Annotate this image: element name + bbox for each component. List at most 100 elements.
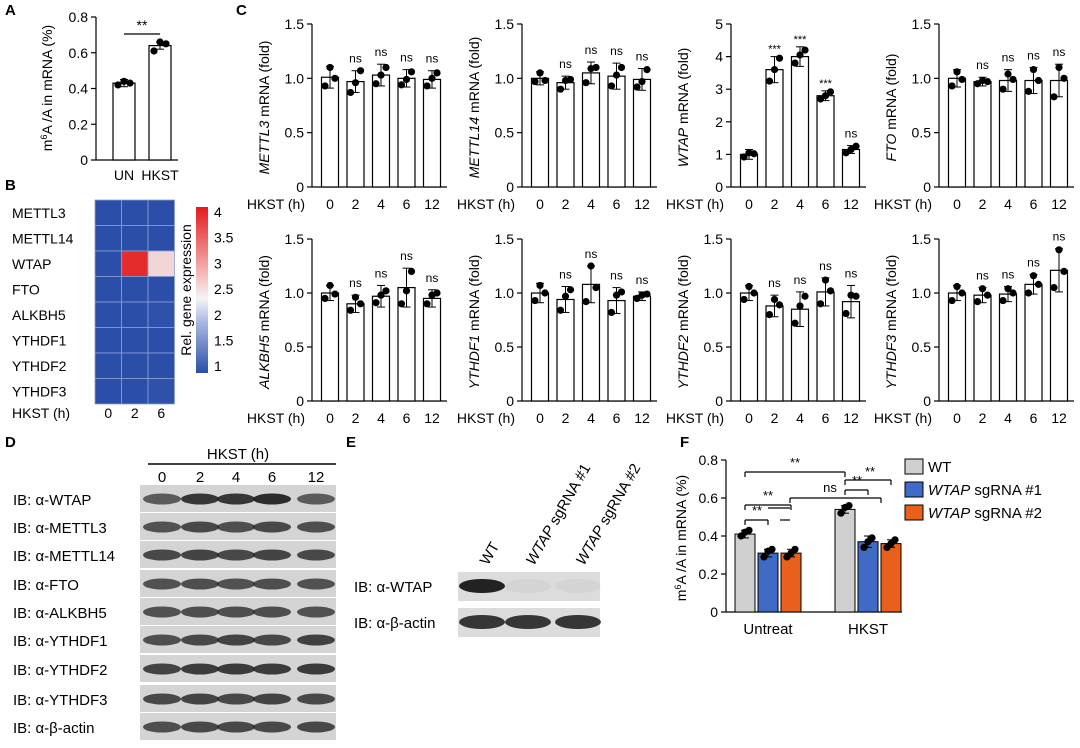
data-point bbox=[120, 77, 128, 85]
data-point bbox=[156, 38, 164, 46]
significance-label: ns bbox=[794, 273, 807, 287]
colorbar-tick-label: 3.5 bbox=[214, 230, 234, 246]
data-point bbox=[775, 301, 784, 309]
gene-label-mettl14: METTL14 bbox=[12, 231, 74, 247]
data-point bbox=[331, 290, 339, 298]
significance-label: ns bbox=[1027, 256, 1040, 270]
x-tick-label: 4 bbox=[587, 196, 595, 212]
y-tick-label: 1.0 bbox=[495, 70, 515, 86]
colorbar-tick-label: 4 bbox=[214, 204, 222, 220]
x-axis-label: HKST (h) bbox=[457, 410, 515, 426]
x-tick-label: 0 bbox=[745, 196, 753, 212]
ylabel-unit: mRNA (fold) bbox=[466, 255, 482, 335]
data-point bbox=[356, 300, 365, 308]
data-point bbox=[745, 526, 753, 534]
data-point bbox=[1060, 267, 1068, 275]
legend-name: WT bbox=[928, 459, 951, 476]
data-point bbox=[433, 289, 441, 297]
x-tick-label: 2 bbox=[771, 410, 779, 426]
data-point bbox=[541, 76, 549, 85]
ylabel-gene: METTL14 bbox=[466, 117, 482, 179]
x-axis-label: HKST (h) bbox=[247, 410, 305, 426]
legend-swatch bbox=[904, 481, 924, 498]
y-axis-label: YTHDF1 mRNA (fold) bbox=[466, 255, 482, 390]
data-point bbox=[326, 281, 334, 290]
data-point bbox=[531, 77, 539, 86]
blot-band bbox=[181, 578, 219, 590]
blot-band bbox=[253, 634, 291, 646]
y-tick-label: 0 bbox=[506, 393, 514, 409]
y-tick-label: 0.8 bbox=[699, 452, 719, 468]
ylabel-rest: A /A in mRNA (%) bbox=[39, 25, 55, 135]
data-point bbox=[377, 71, 385, 79]
ylabel-rest: A /A in mRNA (%) bbox=[673, 475, 689, 585]
y-tick-label: 1.5 bbox=[704, 231, 724, 247]
significance-label: ns bbox=[845, 127, 858, 141]
blot-band bbox=[297, 549, 335, 561]
bar bbox=[947, 77, 967, 188]
legend-swatch bbox=[904, 458, 924, 475]
bar bbox=[530, 292, 550, 402]
y-tick-label: 4 bbox=[715, 49, 723, 65]
data-point bbox=[983, 291, 992, 299]
significance-label: ns bbox=[400, 51, 413, 65]
ylabel-sup: 6 bbox=[673, 585, 683, 590]
blot-band bbox=[253, 521, 291, 533]
bar bbox=[112, 82, 136, 161]
x-tick-label: 6 bbox=[613, 410, 621, 426]
x-tick-label: 0 bbox=[104, 405, 112, 421]
ylabel-unit: mRNA (fold) bbox=[466, 37, 482, 117]
x-tick-label: 6 bbox=[822, 196, 830, 212]
significance-label: ns bbox=[349, 52, 362, 66]
y-tick-label: 0.5 bbox=[285, 339, 305, 355]
x-tick-label: 6 bbox=[403, 410, 411, 426]
x-tick-label: 4 bbox=[1004, 410, 1012, 426]
bar bbox=[880, 543, 902, 613]
heatmap-cell bbox=[121, 276, 149, 303]
blot-band bbox=[217, 693, 255, 705]
y-tick-label: 0 bbox=[506, 179, 514, 195]
ylabel-gene: YTHDF3 bbox=[883, 335, 899, 390]
data-point bbox=[953, 68, 961, 76]
x-tick-label: 4 bbox=[377, 196, 385, 212]
blot-band bbox=[217, 663, 255, 675]
significance-label: *** bbox=[768, 44, 782, 56]
significance-label: ns bbox=[426, 271, 439, 285]
x-tick-label: UN bbox=[114, 167, 134, 183]
data-point bbox=[999, 296, 1007, 305]
bar bbox=[1024, 283, 1043, 402]
y-tick-label: 1.0 bbox=[285, 70, 305, 86]
blot-label: IB: α-METTL14 bbox=[13, 548, 115, 565]
x-tick-label: 6 bbox=[1030, 410, 1038, 426]
y-axis-label: YTHDF2 mRNA (fold) bbox=[675, 255, 691, 390]
data-point bbox=[1050, 93, 1058, 101]
blot-band bbox=[297, 493, 335, 505]
chart-c-mettl14: 0 0.5 1.0 1.5 METTL14 mRNA (fold) 0 ns 2 ns 4 ns 6 n… bbox=[457, 16, 657, 212]
data-point bbox=[740, 153, 748, 161]
heatmap-cell bbox=[94, 250, 122, 277]
ylabel-gene: WTAP bbox=[675, 127, 691, 167]
blot-band bbox=[505, 579, 551, 593]
blot-band bbox=[181, 606, 219, 618]
chart-c-ythdf3: 0 0.5 1.0 1.5 YTHDF3 mRNA (fold) 0 ns 2 ns 4 ns 6 ns… bbox=[874, 230, 1074, 426]
lane-suffix: sgRNA #1 bbox=[544, 461, 595, 532]
significance-label: ** bbox=[137, 17, 148, 33]
y-tick-label: 0.8 bbox=[69, 9, 89, 25]
panel-label-b: B bbox=[5, 177, 16, 194]
y-tick-label: 0 bbox=[715, 393, 723, 409]
panel-c: C 0 0.5 1.0 1.5 METTL3 mRNA (fold) 0 ns 2 ns 4 ns 6 n… bbox=[236, 2, 1074, 426]
data-point bbox=[607, 308, 616, 317]
significance-label: ns bbox=[768, 276, 781, 290]
blot-band bbox=[253, 663, 291, 675]
y-tick-label: 0 bbox=[923, 179, 931, 195]
legend-suffix: sgRNA #1 bbox=[970, 482, 1042, 499]
data-point bbox=[768, 545, 776, 553]
y-tick-label: 1 bbox=[715, 146, 723, 162]
blot-band bbox=[459, 579, 505, 593]
y-tick-label: 0.5 bbox=[495, 339, 515, 355]
panel-label-e: E bbox=[346, 434, 356, 451]
data-point bbox=[1060, 74, 1068, 82]
data-point bbox=[983, 77, 992, 86]
data-point bbox=[377, 291, 385, 299]
